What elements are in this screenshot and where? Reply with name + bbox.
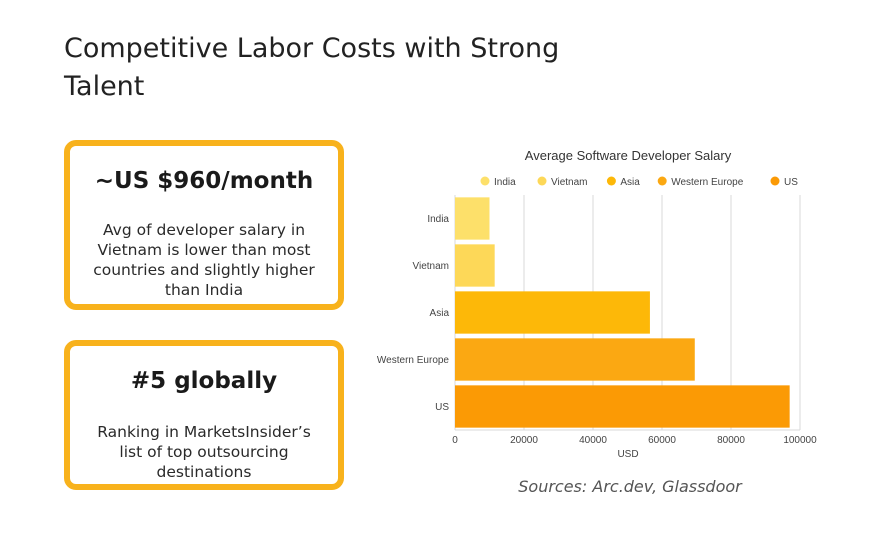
ranking-card: #5 globally Ranking in MarketsInsider’s … [64,340,344,490]
y-tick-label: US [435,402,449,413]
x-axis-label: USD [617,449,638,460]
x-tick-label: 20000 [510,435,538,446]
sources-note: Sources: Arc.dev, Glassdoor [518,477,742,496]
bar-western-europe [455,338,695,381]
legend-marker-india [480,176,490,186]
page-title: Competitive Labor Costs with Strong Tale… [64,33,560,102]
x-tick-label: 0 [452,435,458,446]
salary-headline: ~US $960/month [94,168,314,194]
legend-label: Vietnam [551,177,588,188]
y-tick-label: Asia [430,308,450,319]
ranking-description: Ranking in MarketsInsider’s list of top … [97,423,311,481]
y-tick-label: Vietnam [412,261,449,272]
salary-bar-chart: Average Software Developer Salary India Vi… [377,148,817,460]
salary-card: ~US $960/month Avg of developer salary i… [64,140,344,310]
legend-label: India [494,177,516,188]
legend-marker-us [770,176,780,186]
bar-vietnam [455,244,495,287]
legend-marker-vietnam [537,176,547,186]
y-tick-label: Western Europe [377,355,450,366]
x-tick-label: 100000 [783,435,817,446]
bar-asia [455,291,650,334]
legend-label: US [784,177,798,188]
chart-title: Average Software Developer Salary [525,148,732,163]
x-tick-label: 60000 [648,435,676,446]
legend-label: Asia [620,177,640,188]
legend-marker-western-europe [657,176,667,186]
x-tick-label: 80000 [717,435,745,446]
x-tick-label: 40000 [579,435,607,446]
bar-india [455,197,490,240]
legend-label: Western Europe [671,177,744,188]
salary-description: Avg of developer salary in Vietnam is lo… [93,221,315,299]
ranking-headline: #5 globally [130,368,278,394]
y-tick-label: India [427,214,449,225]
legend-marker-asia [606,176,616,186]
bar-us [455,385,790,428]
